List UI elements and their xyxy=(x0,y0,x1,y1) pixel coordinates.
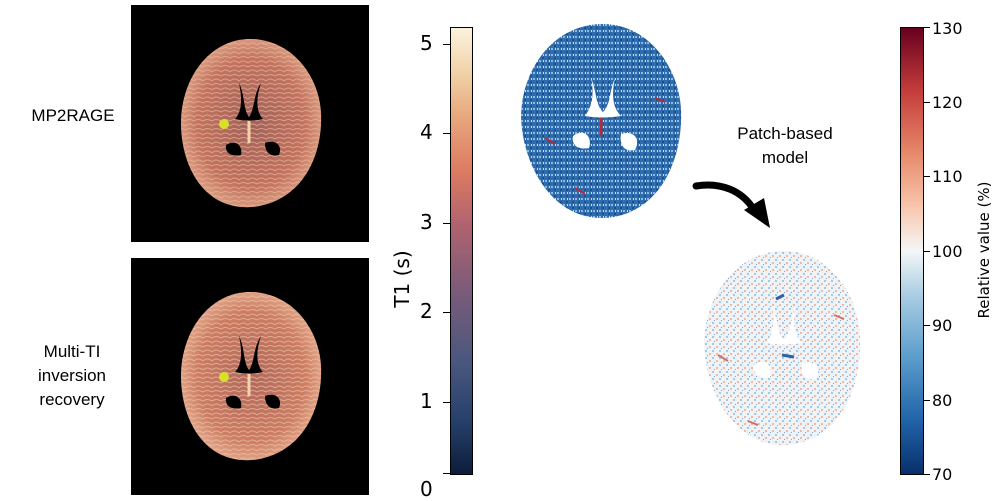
relative-colorbar-title: Relative value (%) xyxy=(975,181,993,319)
rel-tick-110: 110 xyxy=(932,167,963,186)
t1-tick-1: 1 xyxy=(420,389,433,413)
t1-tick-2: 2 xyxy=(420,299,433,323)
rel-tick-mark-90 xyxy=(924,325,930,326)
rel-tick-90: 90 xyxy=(932,316,953,335)
t1-colorbar-title: T1 (s) xyxy=(390,250,414,308)
t1-colorbar-gradient xyxy=(450,27,473,475)
label-patch-model: Patch-based model xyxy=(725,122,845,170)
label-multi-ti-line-1: Multi-TI xyxy=(43,342,101,361)
rel-tick-120: 120 xyxy=(932,93,963,112)
label-multi-ti-line-2: inversion xyxy=(37,366,107,385)
t1-tick-0: 0 xyxy=(420,477,433,501)
rel-tick-80: 80 xyxy=(932,391,953,410)
brain-relative-before xyxy=(521,24,682,219)
rel-tick-mark-80 xyxy=(924,400,930,401)
marker-dot-multi-ti xyxy=(219,372,229,382)
label-patch-model-line-2: model xyxy=(761,148,809,167)
t1-tick-4: 4 xyxy=(420,120,433,144)
rel-tick-mark-70 xyxy=(924,474,930,475)
curved-arrow-icon xyxy=(692,181,770,228)
rel-tick-130: 130 xyxy=(932,19,963,38)
relative-map-after xyxy=(698,245,870,450)
label-multi-ti-line-3: recovery xyxy=(39,390,105,409)
mp2rage-t1-map-panel xyxy=(131,5,369,242)
t1-tick-mark-1 xyxy=(443,402,450,403)
rel-tick-mark-120 xyxy=(924,102,930,103)
label-multi-ti: Multi-TI inversion recovery xyxy=(20,340,124,412)
multi-ti-t1-map-panel xyxy=(131,258,369,495)
relative-colorbar: 130 120 110 100 90 80 70 Relative value … xyxy=(880,15,1000,485)
t1-tick-mark-5 xyxy=(443,44,450,45)
relative-map-before xyxy=(515,18,690,223)
brain-relative-after xyxy=(704,251,861,446)
marker-dot-mp2rage xyxy=(219,119,229,129)
brain-slice-multi-ti xyxy=(181,292,322,461)
t1-tick-3: 3 xyxy=(420,210,433,234)
t1-colorbar: 5 4 3 2 1 0 T1 (s) xyxy=(380,15,480,501)
t1-tick-mark-4 xyxy=(443,133,450,134)
label-mp2rage: MP2RAGE xyxy=(31,106,115,125)
brain-slice-mp2rage xyxy=(181,39,322,208)
rel-tick-mark-130 xyxy=(924,27,930,28)
relative-colorbar-gradient xyxy=(900,27,924,475)
label-patch-model-line-1: Patch-based xyxy=(737,124,833,143)
t1-tick-mark-3 xyxy=(443,223,450,224)
rel-tick-70: 70 xyxy=(932,465,953,484)
rel-tick-mark-110 xyxy=(924,176,930,177)
rel-tick-100: 100 xyxy=(932,242,963,261)
t1-tick-5: 5 xyxy=(420,31,433,55)
t1-tick-mark-0 xyxy=(443,473,450,474)
rel-tick-mark-100 xyxy=(924,251,930,252)
t1-tick-mark-2 xyxy=(443,312,450,313)
